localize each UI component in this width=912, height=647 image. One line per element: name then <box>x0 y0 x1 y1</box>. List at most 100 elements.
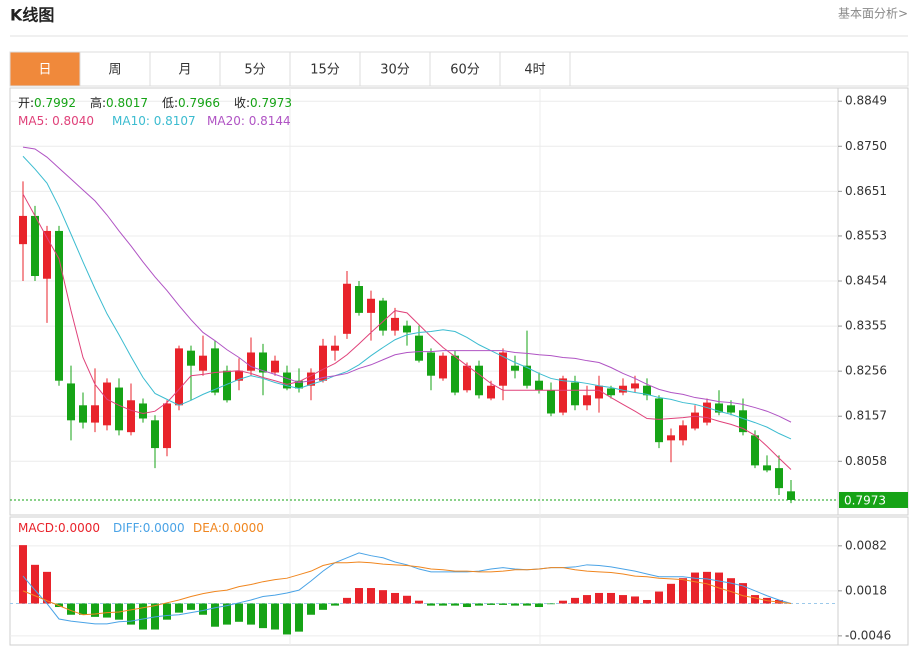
candle-body <box>235 370 243 381</box>
macd-bar <box>247 603 255 625</box>
macd-line <box>22 561 792 616</box>
fundamental-link[interactable]: 基本面分析> <box>838 7 908 21</box>
tab-active[interactable] <box>9 51 81 87</box>
macd-bar <box>451 603 459 606</box>
legend-item: 高:0.8017 <box>90 95 148 110</box>
candle-body <box>415 335 423 361</box>
candle-body <box>163 403 171 449</box>
macd-bar <box>547 603 555 605</box>
legend-value: 0.0000 <box>143 521 185 535</box>
macd-bar <box>79 603 87 615</box>
candle-body <box>607 388 615 396</box>
y-tick-label: 0.8058 <box>845 454 887 468</box>
y-tick-label: 0.8256 <box>845 364 887 378</box>
legend-item: DEA:0.0000 <box>193 521 264 535</box>
candle-body <box>247 352 255 371</box>
macd-bar <box>571 597 579 604</box>
candle-body <box>475 365 483 396</box>
macd-bar <box>331 603 339 606</box>
candle-body <box>331 345 339 351</box>
tab-label[interactable]: 4时 <box>524 63 545 78</box>
candle-body <box>715 403 723 413</box>
macd-bar <box>355 588 363 604</box>
legend-item: MACD:0.0000 <box>18 521 100 535</box>
legend-value: 0.7973 <box>250 96 292 110</box>
tab-label[interactable]: 日 <box>38 63 51 78</box>
y-tick-label: 0.8157 <box>845 409 887 423</box>
tab-label[interactable]: 5分 <box>244 63 265 78</box>
legend-value: 0.0000 <box>222 521 264 535</box>
macd-bar <box>391 592 399 604</box>
tab[interactable] <box>499 51 571 87</box>
candle-body <box>355 286 363 313</box>
widget-title: K线图 <box>10 6 54 25</box>
legend-item: MA20: 0.8144 <box>207 114 291 128</box>
candle-body <box>31 215 39 277</box>
candle-body <box>727 405 735 413</box>
candle-body <box>775 468 783 489</box>
candle-body <box>199 355 207 371</box>
tab-label[interactable]: 15分 <box>310 63 340 78</box>
legend-label: MA20: <box>207 114 249 128</box>
macd-bar <box>343 597 351 604</box>
macd-bar <box>223 603 231 625</box>
candle-body <box>667 435 675 441</box>
legend-label: 开: <box>18 96 34 110</box>
tab[interactable] <box>79 51 151 87</box>
candle-body <box>211 348 219 393</box>
legend-label: MA10: <box>112 114 154 128</box>
macd-bar <box>43 571 51 604</box>
candle-body <box>19 215 27 245</box>
candle-body <box>499 352 507 386</box>
candle-body <box>463 365 471 391</box>
macd-bar <box>295 603 303 632</box>
candle-body <box>319 345 327 381</box>
candle-body <box>511 365 519 371</box>
legend-label: MACD: <box>18 521 58 535</box>
macd-bar <box>559 600 567 604</box>
candle-body <box>67 383 75 421</box>
tab-label[interactable]: 60分 <box>450 63 480 78</box>
macd-bar <box>307 603 315 615</box>
y-tick-label: -0.0046 <box>845 628 891 642</box>
tab-label[interactable]: 月 <box>178 63 191 78</box>
candle-body <box>619 385 627 393</box>
candle-body <box>739 410 747 433</box>
macd-line <box>22 552 792 625</box>
macd-bar <box>175 603 183 613</box>
y-tick-label: 0.8454 <box>845 274 887 288</box>
macd-bar <box>367 588 375 604</box>
candle-body <box>139 403 147 419</box>
legend-item: MA10: 0.8107 <box>112 114 196 128</box>
tab-label[interactable]: 30分 <box>380 63 410 78</box>
macd-bar <box>415 600 423 604</box>
last-price-box <box>839 491 908 508</box>
macd-bar <box>727 578 735 604</box>
candle-body <box>307 372 315 386</box>
legend-label: 收: <box>234 96 250 110</box>
macd-panel-frame <box>9 516 909 646</box>
tab-label[interactable]: 周 <box>108 63 121 78</box>
macd-bar <box>163 603 171 620</box>
macd-bar <box>751 595 759 604</box>
candle-body <box>535 380 543 391</box>
candle-body <box>283 372 291 389</box>
candle-body <box>451 355 459 393</box>
legend-label: MA5: <box>18 114 52 128</box>
candle-body <box>391 317 399 331</box>
candle-body <box>751 435 759 466</box>
candle-body <box>703 402 711 423</box>
macd-bar <box>403 595 411 604</box>
macd-bar <box>139 603 147 630</box>
macd-bar <box>463 603 471 608</box>
tab[interactable] <box>289 51 361 87</box>
macd-bar <box>103 603 111 618</box>
macd-bar <box>595 592 603 604</box>
y-tick-label: 0.8750 <box>845 139 887 153</box>
candle-body <box>787 491 795 500</box>
last-price-label: 0.7973 <box>844 493 886 507</box>
legend-label: 高: <box>90 95 106 110</box>
legend-item: 收:0.7973 <box>234 96 292 110</box>
macd-bar <box>427 603 435 606</box>
macd-bar <box>31 564 39 604</box>
